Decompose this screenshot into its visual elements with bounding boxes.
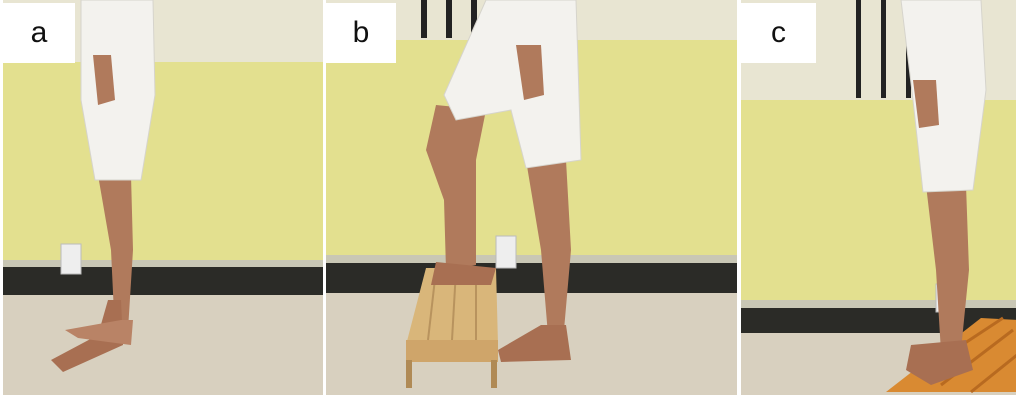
photo-standing bbox=[3, 0, 323, 395]
photo-panel-c: c bbox=[741, 0, 1016, 395]
photo-panel-a: a bbox=[3, 0, 323, 395]
photo-panel-b: b bbox=[326, 0, 737, 395]
panel-label-b: b bbox=[326, 3, 396, 63]
panel-label-a: a bbox=[3, 3, 75, 63]
panel-label-c: c bbox=[741, 3, 816, 63]
photo-wedge-stance bbox=[741, 0, 1016, 395]
